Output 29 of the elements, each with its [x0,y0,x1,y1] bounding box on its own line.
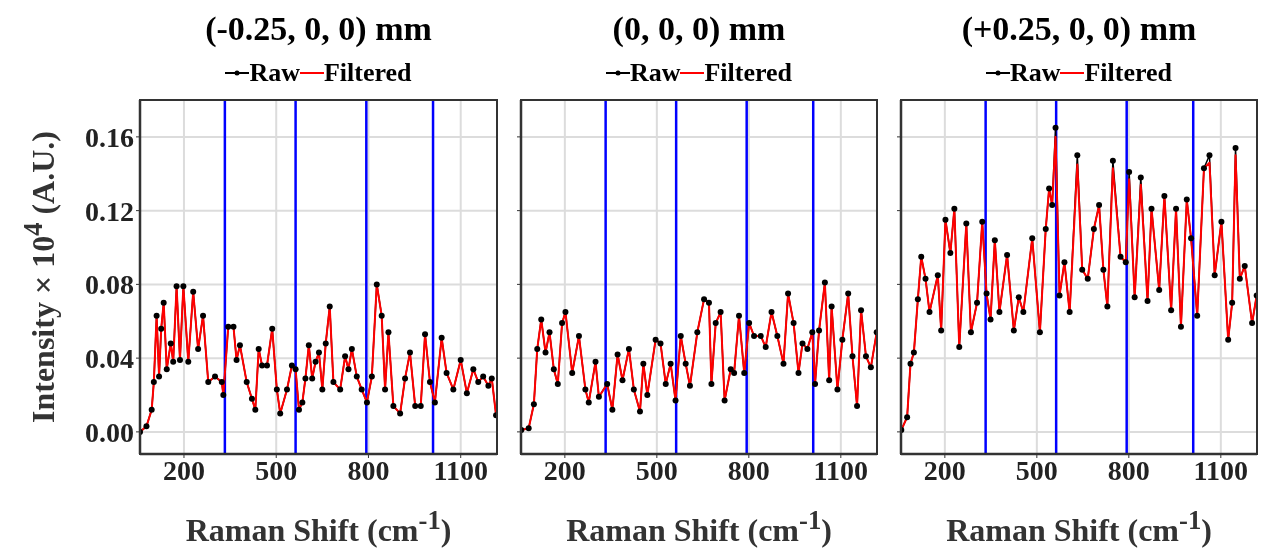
x-tick-label: 1100 [433,454,488,486]
y-tick-label: 0.08 [85,269,134,301]
y-tick-label: 0.16 [85,121,134,153]
x-tick-label: 200 [162,454,205,486]
chart-title: (+0.25, 0, 0) mm [960,10,1198,48]
legend-label: Raw [629,58,681,88]
legend-label: Filtered [1084,58,1173,88]
x-tick-label: 500 [255,454,298,486]
legend-label: Filtered [323,58,412,88]
y-tick-label: 0.12 [85,195,134,227]
chart-title: (0, 0, 0) mm [611,10,787,48]
x-axis-title: Raman Shift (cm$^{-1}$) [184,505,453,549]
x-tick-label: 1100 [1193,454,1249,486]
x-tick-label: 800 [1107,454,1150,486]
legend-label: Filtered [704,58,793,88]
x-tick-label: 500 [635,454,678,486]
legend-label: Raw [249,58,300,88]
x-tick-label: 1100 [813,454,869,486]
x-tick-label: 800 [347,454,390,486]
chart-title: (-0.25, 0, 0) mm [204,10,433,48]
x-tick-label: 800 [727,454,770,486]
y-tick-label: 0.00 [85,416,134,448]
x-tick-label: 500 [1015,454,1058,486]
x-tick-label: 200 [543,454,586,486]
x-tick-label: 200 [923,454,966,486]
legend-label: Raw [1009,58,1061,88]
x-axis-title: Raman Shift (cm$^{-1}$) [565,505,833,549]
y-tick-label: 0.04 [85,343,134,375]
x-axis-title: Raman Shift (cm$^{-1}$) [945,505,1213,549]
